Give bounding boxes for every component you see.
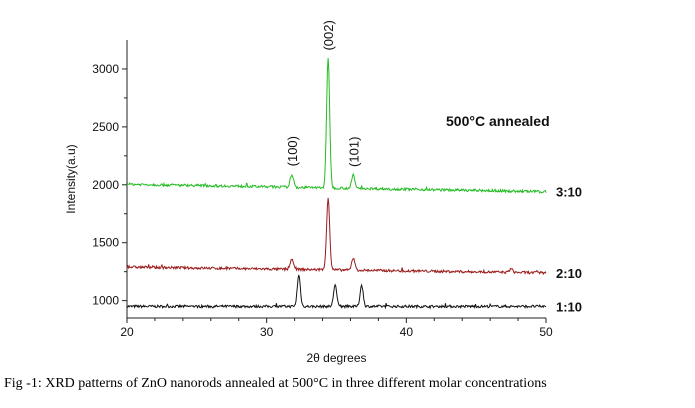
y-tick-label: 1000 <box>92 294 119 308</box>
xrd-chart: 20 30 40 50 1000 1500 2000 2500 3000 2θ degrees In… <box>64 20 582 365</box>
peak-label: (101) <box>346 137 361 167</box>
series-line-1-10 <box>126 274 547 310</box>
peak-label: (002) <box>321 20 336 50</box>
y-tick-label: 1500 <box>92 236 119 250</box>
series-line-2-10 <box>126 197 547 276</box>
x-tick-label: 40 <box>400 325 414 339</box>
x-axis-title: 2θ degrees <box>306 351 366 365</box>
y-tick-label: 2500 <box>92 120 119 134</box>
y-tick-label: 3000 <box>92 62 119 76</box>
chart-labels: 1:10 2:10 3:10 (100) (002) (101) 500°C anneale… <box>285 20 582 314</box>
y-axis-title: Intensity(a.u) <box>64 144 78 213</box>
chart-series <box>126 57 547 310</box>
x-tick-label: 30 <box>260 325 274 339</box>
series-label-1-10: 1:10 <box>556 299 582 314</box>
series-label-2-10: 2:10 <box>556 266 582 281</box>
chart-axes: 20 30 40 50 1000 1500 2000 2500 3000 2θ degrees In… <box>64 40 553 365</box>
figure-caption: Fig -1: XRD patterns of ZnO nanorods ann… <box>4 376 547 391</box>
y-tick-label: 2000 <box>92 178 119 192</box>
series-line-3-10 <box>126 57 547 194</box>
series-label-3-10: 3:10 <box>556 185 582 200</box>
x-tick-label: 20 <box>120 325 134 339</box>
x-tick-label: 50 <box>539 325 553 339</box>
annealed-annotation: 500°C annealed <box>446 113 550 129</box>
peak-label: (100) <box>285 136 300 166</box>
